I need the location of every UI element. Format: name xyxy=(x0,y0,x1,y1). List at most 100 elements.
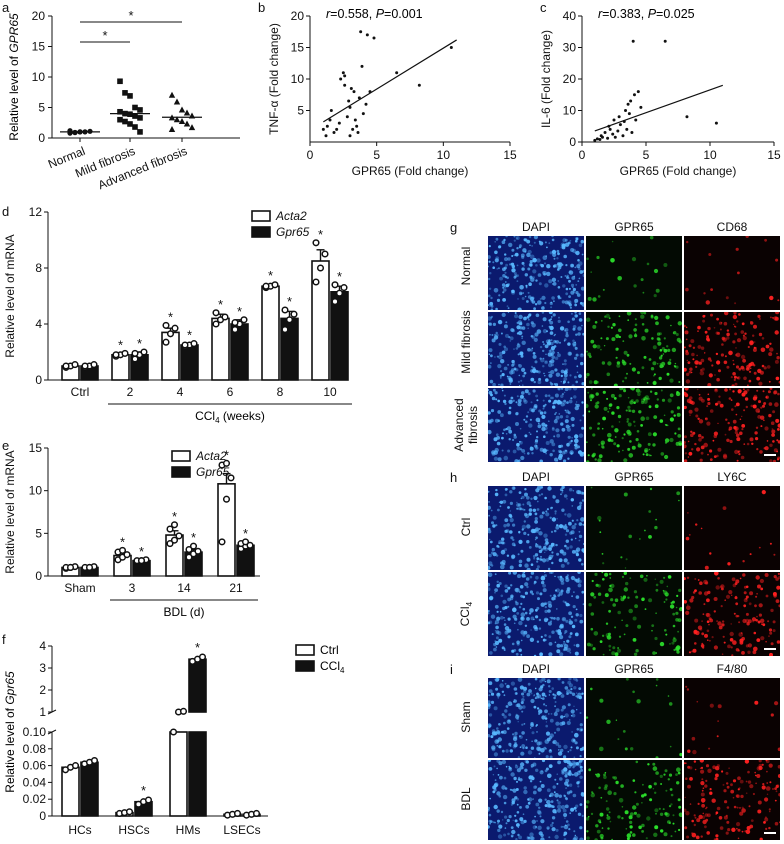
signal-spot xyxy=(565,539,569,543)
signal-spot xyxy=(513,435,517,439)
signal-spot xyxy=(729,631,734,637)
signal-spot xyxy=(641,823,645,828)
signal-spot xyxy=(508,399,513,404)
signal-spot xyxy=(502,298,506,302)
signal-spot xyxy=(709,639,711,642)
signal-spot xyxy=(776,356,780,360)
signal-spot xyxy=(560,563,565,568)
scale-bar xyxy=(764,832,776,834)
signal-spot xyxy=(566,513,572,518)
signal-spot xyxy=(728,428,731,431)
signal-spot xyxy=(595,773,597,776)
signal-spot xyxy=(685,379,691,384)
signal-spot xyxy=(555,411,557,414)
signal-spot xyxy=(520,497,523,500)
signal-spot xyxy=(613,776,617,780)
signal-spot xyxy=(557,760,561,765)
signal-spot xyxy=(751,442,754,445)
signal-spot xyxy=(655,684,658,687)
signal-spot xyxy=(497,267,500,270)
signal-spot xyxy=(548,736,553,740)
data-point xyxy=(349,86,353,90)
signal-spot xyxy=(577,572,581,574)
signal-spot xyxy=(502,606,506,611)
signal-spot xyxy=(747,345,750,349)
data-point xyxy=(222,459,231,467)
signal-spot xyxy=(601,442,604,446)
column-label: GPR65 xyxy=(614,662,654,676)
signal-spot xyxy=(662,353,665,355)
signal-spot xyxy=(606,635,612,640)
signal-spot xyxy=(668,702,673,706)
signal-spot xyxy=(488,287,492,290)
signal-spot xyxy=(559,751,562,754)
signal-spot xyxy=(580,270,584,274)
signal-spot xyxy=(623,633,626,636)
signal-spot xyxy=(506,684,510,689)
signal-spot xyxy=(581,746,584,751)
signal-spot xyxy=(743,585,747,589)
signal-spot xyxy=(724,355,727,358)
signal-spot xyxy=(633,652,638,656)
signal-spot xyxy=(602,562,605,565)
signal-spot xyxy=(769,459,773,462)
image-background xyxy=(586,486,682,570)
signal-spot xyxy=(672,332,675,334)
signal-spot xyxy=(508,406,512,410)
signal-spot xyxy=(708,373,713,378)
signal-spot xyxy=(528,423,533,428)
signal-spot xyxy=(524,250,527,253)
signal-spot xyxy=(559,644,564,648)
signal-spot xyxy=(548,749,553,753)
signal-spot xyxy=(732,779,737,783)
signal-spot xyxy=(543,533,548,538)
signal-spot xyxy=(545,541,549,545)
signal-spot xyxy=(489,333,491,336)
signal-spot xyxy=(538,618,542,622)
signal-spot xyxy=(551,630,555,634)
signal-spot xyxy=(544,496,547,500)
signal-spot xyxy=(596,829,601,834)
signal-spot xyxy=(514,312,517,314)
signal-spot xyxy=(658,356,663,360)
signal-spot xyxy=(721,623,725,627)
signal-spot xyxy=(547,567,551,570)
column-label: DAPI xyxy=(521,220,550,234)
data-point xyxy=(233,809,242,818)
signal-spot xyxy=(516,325,521,330)
signal-spot xyxy=(576,264,581,269)
signal-spot xyxy=(597,515,602,521)
signal-spot xyxy=(769,781,772,784)
signal-spot xyxy=(528,546,532,549)
x-tick-label: 4 xyxy=(177,385,184,399)
signal-spot xyxy=(773,316,778,321)
signal-spot xyxy=(625,409,628,412)
x-tick-label: HMs xyxy=(176,823,201,837)
signal-spot xyxy=(535,568,539,570)
signal-spot xyxy=(556,808,562,813)
signal-spot xyxy=(523,572,526,574)
signal-spot xyxy=(557,455,563,461)
signal-spot xyxy=(564,544,567,548)
signal-spot xyxy=(554,393,559,398)
signal-spot xyxy=(741,808,746,813)
signal-spot xyxy=(752,348,757,352)
signal-spot xyxy=(762,783,765,786)
signal-spot xyxy=(655,588,659,592)
signal-spot xyxy=(673,414,676,417)
signal-spot xyxy=(498,542,500,544)
signal-spot xyxy=(757,314,761,318)
y-tick-label: 2 xyxy=(39,683,46,697)
signal-spot xyxy=(527,798,530,801)
signal-spot xyxy=(493,335,499,340)
signal-spot xyxy=(545,724,548,728)
signal-spot xyxy=(575,403,578,406)
signal-spot xyxy=(524,295,527,298)
signal-spot xyxy=(731,577,736,582)
signal-spot xyxy=(563,837,567,840)
signal-spot xyxy=(685,536,690,541)
signal-spot xyxy=(718,369,721,373)
legend-label: Gpr65 xyxy=(276,225,310,239)
signal-spot xyxy=(735,365,740,369)
signal-spot xyxy=(591,454,595,458)
